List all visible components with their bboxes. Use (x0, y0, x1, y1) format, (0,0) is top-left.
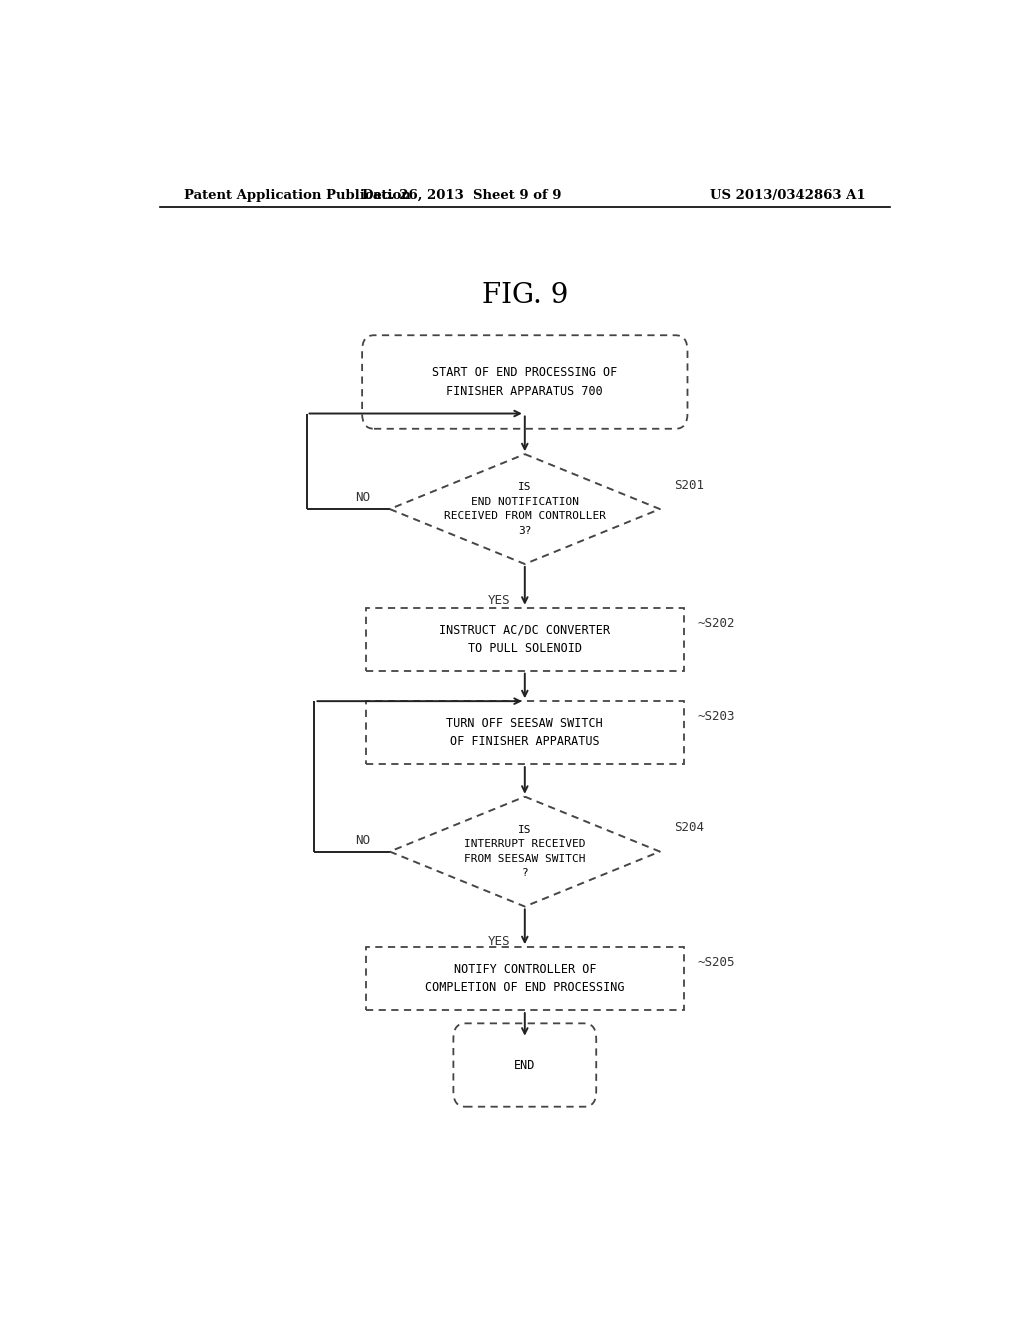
Text: US 2013/0342863 A1: US 2013/0342863 A1 (711, 189, 866, 202)
Text: ~S202: ~S202 (697, 616, 735, 630)
Text: IS
END NOTIFICATION
RECEIVED FROM CONTROLLER
3?: IS END NOTIFICATION RECEIVED FROM CONTRO… (443, 482, 606, 536)
Text: NO: NO (355, 491, 370, 504)
Text: YES: YES (488, 594, 511, 607)
Bar (367, 701, 684, 764)
Text: TURN OFF SEESAW SWITCH
OF FINISHER APPARATUS: TURN OFF SEESAW SWITCH OF FINISHER APPAR… (446, 717, 603, 748)
Text: YES: YES (488, 935, 511, 948)
Text: S201: S201 (674, 479, 703, 492)
FancyBboxPatch shape (362, 335, 687, 429)
Text: NO: NO (355, 833, 370, 846)
Bar (367, 607, 684, 671)
Text: Patent Application Publication: Patent Application Publication (183, 189, 411, 202)
Text: FIG. 9: FIG. 9 (481, 282, 568, 309)
Text: ~S203: ~S203 (697, 710, 735, 723)
Text: INSTRUCT AC/DC CONVERTER
TO PULL SOLENOID: INSTRUCT AC/DC CONVERTER TO PULL SOLENOI… (439, 623, 610, 655)
Text: START OF END PROCESSING OF
FINISHER APPARATUS 700: START OF END PROCESSING OF FINISHER APPA… (432, 366, 617, 397)
Text: NOTIFY CONTROLLER OF
COMPLETION OF END PROCESSING: NOTIFY CONTROLLER OF COMPLETION OF END P… (425, 962, 625, 994)
Polygon shape (390, 797, 659, 907)
Bar (367, 948, 684, 1010)
Text: S204: S204 (674, 821, 703, 834)
Polygon shape (390, 454, 659, 564)
Text: END: END (514, 1059, 536, 1072)
Text: ~S205: ~S205 (697, 957, 735, 969)
Text: Dec. 26, 2013  Sheet 9 of 9: Dec. 26, 2013 Sheet 9 of 9 (361, 189, 561, 202)
Text: IS
INTERRUPT RECEIVED
FROM SEESAW SWITCH
?: IS INTERRUPT RECEIVED FROM SEESAW SWITCH… (464, 825, 586, 878)
FancyBboxPatch shape (454, 1023, 596, 1106)
